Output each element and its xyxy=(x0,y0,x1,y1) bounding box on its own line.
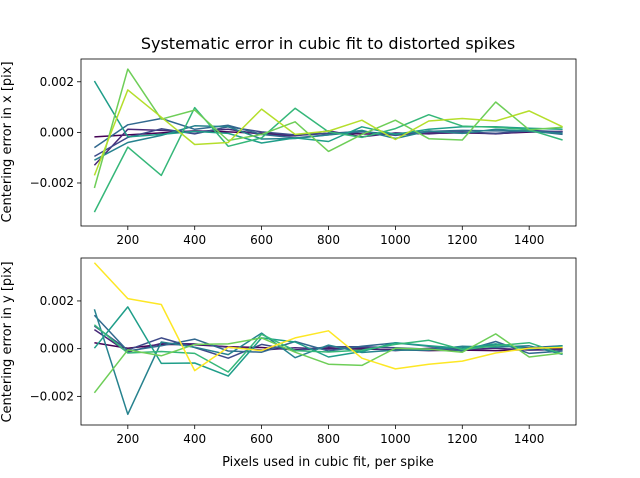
x-tick-label-0-4: 1000 xyxy=(380,233,411,247)
x-tick-label-0-6: 1400 xyxy=(514,233,545,247)
y-tick-label-1-1: 0.000 xyxy=(40,342,74,356)
axes-frame-0 xyxy=(80,58,577,227)
y-axis-label-x-error: Centering error in x [pix] xyxy=(0,61,15,222)
x-tick-label-1-5: 1200 xyxy=(447,432,478,446)
series-line-0-7 xyxy=(93,68,563,189)
series-line-0-4 xyxy=(94,125,563,161)
series-line-1-1 xyxy=(93,328,563,353)
series-line-1-0 xyxy=(94,341,563,352)
x-tick-label-1-3: 800 xyxy=(317,432,340,446)
series-line-0-2 xyxy=(94,126,563,158)
x-tick-label-1-4: 1000 xyxy=(380,432,411,446)
series-line-1-5 xyxy=(93,306,563,377)
y-tick-label-1-2: 0.002 xyxy=(40,294,74,308)
plot-x-error: 200 400 600 800 1000 1200 1400 −0.002 0.000 0.002 xyxy=(30,58,577,247)
series-line-1-7 xyxy=(93,333,563,394)
y-axis-label-y-error: Centering error in y [pix] xyxy=(0,261,15,422)
x-tick-label-0-2: 600 xyxy=(250,233,273,247)
x-tick-label-0-1: 400 xyxy=(183,233,206,247)
x-tick-label-1-6: 1400 xyxy=(514,432,545,446)
axes-frame-1 xyxy=(80,257,577,426)
y-tick-label-0-1: 0.000 xyxy=(40,125,74,139)
series-line-1-4 xyxy=(93,309,563,416)
x-tick-label-1-0: 200 xyxy=(116,432,139,446)
y-tick-label-0-0: −0.002 xyxy=(30,176,74,190)
series-line-0-6 xyxy=(93,106,563,213)
x-tick-label-0-0: 200 xyxy=(116,233,139,247)
x-tick-label-1-1: 400 xyxy=(183,432,206,446)
x-tick-label-0-3: 800 xyxy=(317,233,340,247)
series-line-0-8 xyxy=(93,89,563,176)
y-tick-label-1-0: −0.002 xyxy=(30,389,74,403)
x-tick-label-1-2: 600 xyxy=(250,432,273,446)
x-tick-label-0-5: 1200 xyxy=(447,233,478,247)
y-tick-label-0-2: 0.002 xyxy=(40,75,74,89)
chart-title: Systematic error in cubic fit to distort… xyxy=(141,34,515,53)
x-axis-label: Pixels used in cubic fit, per spike xyxy=(222,455,434,470)
plot-y-error: 200 400 600 800 1000 1200 1400 −0.002 0.000 0.002 xyxy=(30,257,577,446)
series-line-1-8 xyxy=(93,262,563,372)
series-line-1-2 xyxy=(93,325,563,359)
